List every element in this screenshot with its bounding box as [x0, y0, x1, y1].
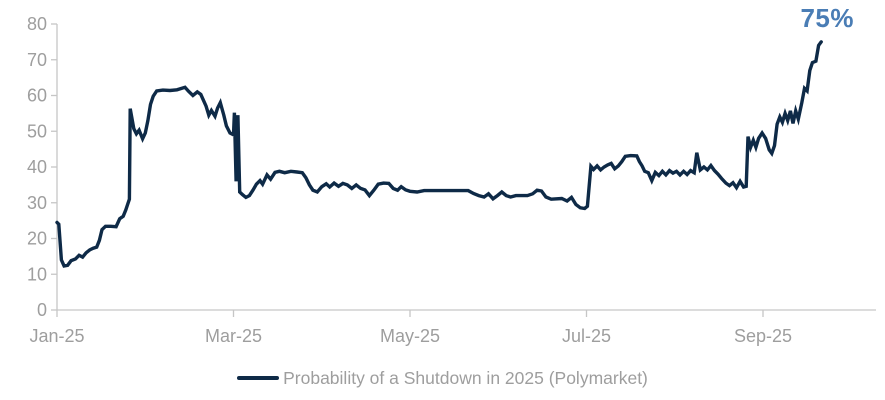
- y-axis-tick-label: 70: [27, 50, 47, 70]
- legend: Probability of a Shutdown in 2025 (Polym…: [0, 364, 885, 392]
- axis-lines: [56, 24, 876, 311]
- y-axis-tick-label: 0: [37, 300, 47, 320]
- x-axis-tick-label: Mar-25: [205, 326, 262, 346]
- y-axis-tick-label: 20: [27, 229, 47, 249]
- x-axis-tick-label: Jan-25: [29, 326, 84, 346]
- x-axis-tick-label: Jul-25: [562, 326, 611, 346]
- y-axis-tick-label: 80: [27, 14, 47, 34]
- y-axis-tick-label: 30: [27, 193, 47, 213]
- y-axis-tick-label: 40: [27, 157, 47, 177]
- y-axis-tick-label: 60: [27, 86, 47, 106]
- last-value-label: 75%: [800, 3, 854, 33]
- x-axis-tick-label: Sep-25: [734, 326, 792, 346]
- y-axis-tick-label: 50: [27, 121, 47, 141]
- y-axis-tick-label: 10: [27, 264, 47, 284]
- x-axis-tick-label: May-25: [380, 326, 440, 346]
- legend-line-icon: [237, 376, 280, 380]
- probability-line-series: [55, 40, 823, 268]
- line-chart-canvas: 0 10 20 30 40 50 60 70 80 Jan-25 Mar-25 May-25 Jul-2…: [27, 14, 876, 346]
- legend-label: Probability of a Shutdown in 2025 (Polym…: [283, 367, 648, 388]
